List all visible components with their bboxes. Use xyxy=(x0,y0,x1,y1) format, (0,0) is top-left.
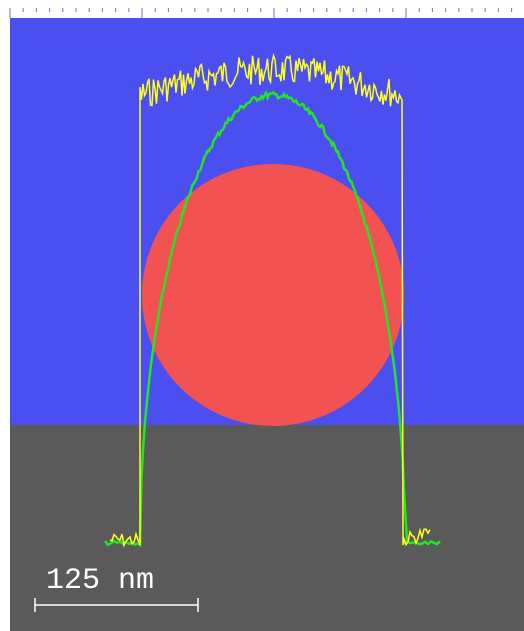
substrate-region xyxy=(10,425,524,631)
scale-bar-label: 125 nm xyxy=(46,564,154,598)
particle xyxy=(142,164,404,426)
simulation-view: 125 nm xyxy=(0,0,524,631)
page: 125 nm (() => { const data = JSON.parse(… xyxy=(0,0,524,631)
